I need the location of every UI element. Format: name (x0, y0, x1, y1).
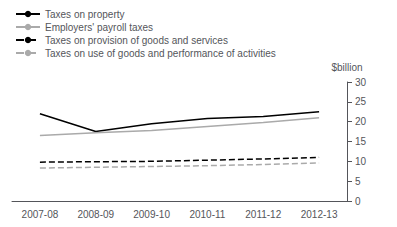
svg-text:10: 10 (355, 156, 367, 167)
svg-text:Taxes on provision of goods an: Taxes on provision of goods and services (45, 35, 228, 46)
svg-text:Employers' payroll taxes: Employers' payroll taxes (45, 22, 153, 33)
svg-text:2008-09: 2008-09 (77, 209, 114, 220)
svg-text:20: 20 (355, 116, 367, 127)
svg-text:Taxes on use of goods and perf: Taxes on use of goods and performance of… (45, 48, 276, 59)
svg-text:Taxes on property: Taxes on property (45, 9, 125, 20)
svg-text:2009-10: 2009-10 (133, 209, 170, 220)
svg-text:2010-11: 2010-11 (189, 209, 225, 220)
svg-text:2011-12: 2011-12 (245, 209, 281, 220)
svg-text:30: 30 (355, 77, 367, 88)
svg-text:2012-13: 2012-13 (301, 209, 338, 220)
svg-text:$billion: $billion (331, 62, 362, 73)
svg-text:2007-08: 2007-08 (22, 209, 59, 220)
svg-text:25: 25 (355, 96, 367, 107)
svg-text:5: 5 (355, 176, 361, 187)
svg-text:15: 15 (355, 136, 367, 147)
svg-text:0: 0 (355, 196, 361, 207)
